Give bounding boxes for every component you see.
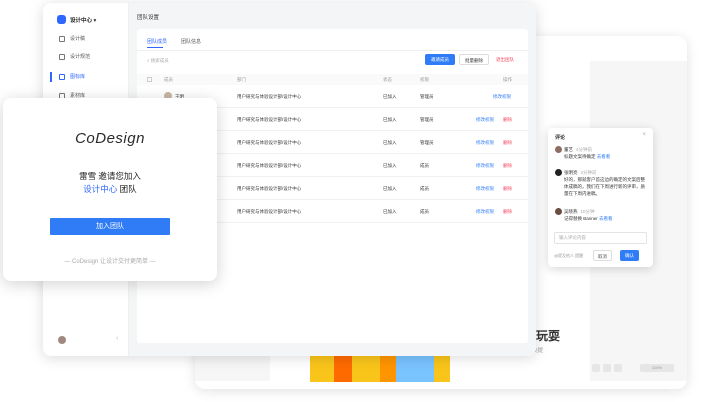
user-avatar[interactable] <box>58 336 66 344</box>
comment-link[interactable]: 去看看 <box>599 216 613 222</box>
zoom-controls <box>592 364 622 372</box>
member-status: 已加入 <box>383 163 397 168</box>
table-row: 用户研究与体验设计部/设计中心 已加入 成员 修改权限 删除 <box>137 177 528 200</box>
zoom-out-button[interactable] <box>592 364 600 372</box>
team-name: 设计中心 <box>83 184 118 194</box>
team-logo-icon <box>57 15 66 24</box>
invite-member-button[interactable]: 邀请成员 <box>425 54 455 65</box>
member-dept: 用户研究与体验设计部/设计中心 <box>237 140 302 145</box>
close-icon[interactable]: × <box>642 132 646 138</box>
member-role: 管理员 <box>420 140 434 145</box>
grid-icon <box>59 74 65 80</box>
sidebar-item-icons[interactable]: 图标库 <box>50 71 125 83</box>
search-icon: ⌕ <box>147 58 151 63</box>
col-dept: 部门 <box>237 77 246 82</box>
zoom-level[interactable]: 100% <box>640 364 674 372</box>
comment-panel: 评论 × 董艺 4分钟前 标题文案待确定 去看看 张明亮 2分钟前 好的，那就客户首… <box>548 128 653 267</box>
table-row: 用户研究与体验设计部/设计中心 已加入 成员 修改权限 删除 <box>137 154 528 177</box>
avatar <box>164 92 172 100</box>
col-status: 状态 <box>383 77 392 82</box>
col-member: 成员 <box>164 77 173 82</box>
page-title: 团队设置 <box>137 15 160 21</box>
delete-link[interactable]: 删除 <box>503 163 512 168</box>
team-switcher[interactable]: 设计中心 ▾ <box>70 18 97 24</box>
edit-permission-link[interactable]: 修改权限 <box>476 117 494 122</box>
tab-team-info[interactable]: 团队信息 <box>181 39 202 45</box>
zoom-in-button[interactable] <box>603 364 611 372</box>
comment-panel-title: 评论 <box>555 135 566 141</box>
comment-item: 张明亮 2分钟前 好的，那就客户首这边的确定的文案后整体成稿的，我们在下周进行新的… <box>555 169 645 197</box>
file-icon <box>59 36 65 42</box>
active-indicator <box>50 72 52 82</box>
invite-card: CoDesign 雷雪 邀请您加入 设计中心 团队 加入团队 — CoDesig… <box>3 98 217 281</box>
table-row: 用户研究与体验设计部/设计中心 已加入 管理员 修改权限 删除 <box>137 108 528 131</box>
sidebar-item-designs[interactable]: 设计稿 <box>50 33 125 45</box>
comment-item: 董艺 4分钟前 标题文案待确定 去看看 <box>555 146 645 160</box>
table-header: 成员 部门 状态 权限 操作 <box>137 74 528 85</box>
member-status: 已加入 <box>383 140 397 145</box>
tab-underline <box>147 47 163 48</box>
edit-permission-link[interactable]: 修改权限 <box>476 140 494 145</box>
divider <box>137 50 528 51</box>
edit-permission-link[interactable]: 修改权限 <box>493 94 511 99</box>
avatar <box>555 169 562 177</box>
search-input[interactable]: ⌕ 搜索成员 <box>147 58 169 63</box>
member-dept: 用户研究与体验设计部/设计中心 <box>237 94 302 99</box>
comment-link[interactable]: 去看看 <box>596 154 611 160</box>
avatar <box>555 146 562 154</box>
member-status: 已加入 <box>383 117 397 122</box>
color-swatch <box>334 350 352 382</box>
artboard-headline: 玩耍 <box>536 329 561 343</box>
comment-item: 吴晓燕 10分钟 记得替换 Banner 去看看 <box>555 208 645 222</box>
color-swatch <box>380 350 396 382</box>
batch-delete-button[interactable]: 批量删除 <box>459 54 489 65</box>
sidebar-item-guidelines[interactable]: 设计规范 <box>50 51 125 63</box>
member-dept: 用户研究与体验设计部/设计中心 <box>237 117 302 122</box>
doc-icon <box>59 54 65 60</box>
col-actions: 操作 <box>503 77 512 82</box>
collapse-icon[interactable]: ‹ <box>116 335 119 342</box>
color-swatch <box>434 350 450 382</box>
member-dept: 用户研究与体验设计部/设计中心 <box>237 163 302 168</box>
member-role: 管理员 <box>420 94 434 99</box>
select-all-checkbox[interactable] <box>147 77 152 82</box>
fit-button[interactable] <box>614 364 622 372</box>
member-role: 管理员 <box>420 117 434 122</box>
edit-permission-link[interactable]: 修改权限 <box>476 209 494 214</box>
member-dept: 用户研究与体验设计部/设计中心 <box>237 186 302 191</box>
table-row: 用户研究与体验设计部/设计中心 已加入 管理员 修改权限 删除 <box>137 131 528 154</box>
delete-link[interactable]: 删除 <box>503 140 512 145</box>
member-role: 成员 <box>420 209 429 214</box>
confirm-button[interactable]: 确认 <box>620 250 639 261</box>
member-role: 成员 <box>420 163 429 168</box>
avatar <box>555 208 562 216</box>
delete-link[interactable]: 删除 <box>503 209 512 214</box>
cancel-button[interactable]: 取消 <box>593 250 612 261</box>
member-dept: 用户研究与体验设计部/设计中心 <box>237 209 302 214</box>
tab-members[interactable]: 团队成员 <box>147 39 168 45</box>
col-role: 权限 <box>420 77 429 82</box>
invite-message: 雷雪 邀请您加入 <box>79 171 141 181</box>
edit-permission-link[interactable]: 修改权限 <box>476 163 494 168</box>
join-team-button[interactable]: 加入团队 <box>50 218 170 235</box>
member-status: 已加入 <box>383 209 397 214</box>
table-row: 王明 用户研究与体验设计部/设计中心 已加入 管理员 修改权限 <box>137 85 528 108</box>
member-status: 已加入 <box>383 186 397 191</box>
table-row: 用户研究与体验设计部/设计中心 已加入 成员 修改权限 删除 <box>137 200 528 223</box>
edit-permission-link[interactable]: 修改权限 <box>476 186 494 191</box>
member-status: 已加入 <box>383 94 397 99</box>
delete-link[interactable]: 删除 <box>503 117 512 122</box>
invite-team-line: 设计中心 团队 <box>83 184 137 194</box>
brand-logo: CoDesign <box>75 130 145 147</box>
comment-input[interactable]: 输入评论内容 <box>554 232 647 244</box>
member-role: 成员 <box>420 186 429 191</box>
slogan: — CoDesign 让设计交付更简单 — <box>64 259 156 265</box>
mention-hint: @提及他人 提醒 <box>554 253 584 258</box>
exit-team-button[interactable]: 退出团队 <box>496 57 514 62</box>
member-name: 王明 <box>175 94 184 99</box>
delete-link[interactable]: 删除 <box>503 186 512 191</box>
